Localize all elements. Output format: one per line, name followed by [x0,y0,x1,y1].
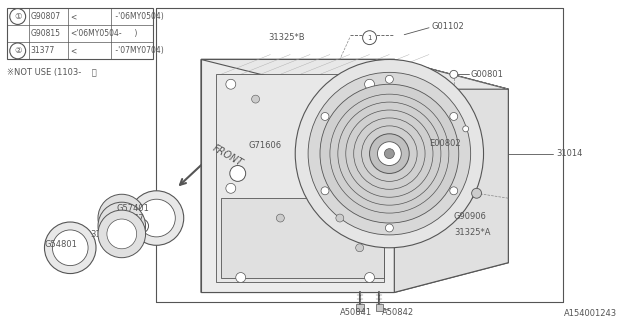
Circle shape [10,9,26,24]
Ellipse shape [107,203,137,233]
Polygon shape [216,74,385,283]
Text: G90807: G90807 [31,12,61,21]
Polygon shape [7,8,154,60]
Circle shape [295,60,484,248]
Ellipse shape [98,194,145,242]
Text: A50841: A50841 [340,308,372,317]
Circle shape [321,187,329,195]
Text: 31325*B: 31325*B [269,33,305,42]
Circle shape [369,134,409,173]
Circle shape [365,273,374,283]
Circle shape [463,126,468,132]
Polygon shape [356,304,364,311]
Polygon shape [201,60,394,292]
Text: G54801: G54801 [44,240,77,249]
Circle shape [134,219,148,233]
Text: ※NOT USE (1103-    〉: ※NOT USE (1103- 〉 [7,68,97,76]
Polygon shape [201,60,508,292]
Circle shape [321,113,329,120]
Circle shape [236,273,246,283]
Text: 31014: 31014 [556,149,582,158]
Text: G00801: G00801 [470,70,504,79]
Circle shape [226,79,236,89]
Circle shape [363,31,376,44]
Text: G71606: G71606 [248,141,282,150]
Ellipse shape [98,202,145,250]
Circle shape [226,183,236,193]
Circle shape [450,113,458,120]
Text: 31377: 31377 [90,230,117,239]
Polygon shape [376,304,383,311]
Circle shape [356,244,364,252]
Text: G90815: G90815 [31,29,61,38]
Circle shape [385,224,394,232]
Circle shape [365,79,374,89]
Polygon shape [201,60,508,89]
Circle shape [336,214,344,222]
Circle shape [472,188,481,198]
Text: <'06MY0504-: <'06MY0504- [70,29,122,38]
Text: 31325*A: 31325*A [454,228,490,237]
Circle shape [450,70,458,78]
Circle shape [385,75,394,83]
Text: 31377: 31377 [31,46,55,55]
Text: A50842: A50842 [381,308,413,317]
Ellipse shape [107,211,137,241]
Circle shape [450,187,458,195]
Ellipse shape [107,219,137,249]
Circle shape [10,43,26,59]
Text: <: < [70,46,77,55]
Ellipse shape [129,191,184,245]
Circle shape [365,183,374,193]
Text: ②: ② [14,46,22,55]
Text: -'06MY0504): -'06MY0504) [113,12,164,21]
Text: 1: 1 [367,35,372,41]
Polygon shape [394,60,508,292]
Circle shape [276,214,284,222]
Text: A154001243: A154001243 [564,309,618,318]
Circle shape [308,72,470,235]
Ellipse shape [44,222,96,274]
Text: G90906: G90906 [454,212,486,220]
Text: <: < [70,12,77,21]
Text: ): ) [113,29,137,38]
Circle shape [320,84,459,223]
Circle shape [252,95,260,103]
Circle shape [385,149,394,159]
Polygon shape [221,198,385,277]
Circle shape [230,165,246,181]
Text: G57401: G57401 [117,204,150,212]
Ellipse shape [138,199,175,237]
Text: FRONT: FRONT [211,143,244,168]
Text: E00802: E00802 [429,139,461,148]
Ellipse shape [98,210,145,258]
Text: ①: ① [14,12,22,21]
Ellipse shape [52,230,88,266]
Text: -'07MY0704): -'07MY0704) [113,46,164,55]
Circle shape [378,142,401,165]
Text: G01102: G01102 [431,22,464,31]
Text: 31377: 31377 [117,213,143,222]
Text: 2: 2 [140,223,144,229]
